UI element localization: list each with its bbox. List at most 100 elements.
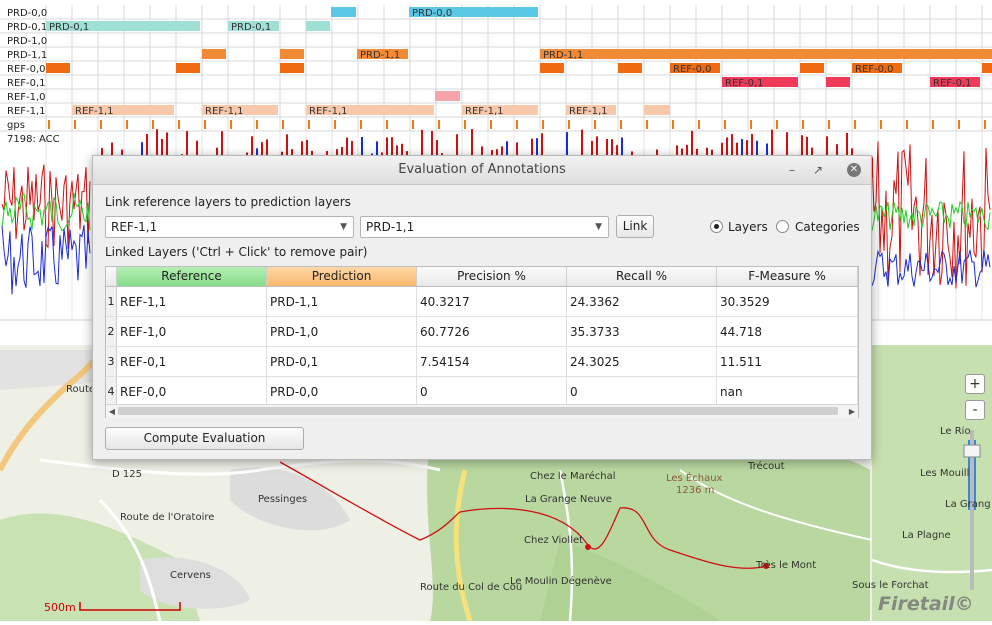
annotation-segment[interactable] xyxy=(46,21,200,31)
row-number[interactable]: 4 xyxy=(106,377,117,407)
table-horizontal-scrollbar[interactable]: ◀ ▶ xyxy=(106,404,858,418)
annotation-segment[interactable] xyxy=(72,105,174,115)
table-cell-prediction[interactable]: PRD-1,0 xyxy=(267,317,417,347)
annotation-segment[interactable] xyxy=(202,105,278,115)
annotation-segment[interactable] xyxy=(826,77,850,87)
map-view[interactable]: Route D 125 Pessinges Route de l'Oratoire Ce… xyxy=(0,345,992,622)
annotation-segment[interactable] xyxy=(331,7,356,17)
acc-signal-line xyxy=(871,141,991,289)
table-cell-prediction[interactable]: PRD-0,0 xyxy=(267,377,417,407)
annotation-segment[interactable] xyxy=(280,49,304,59)
link-button[interactable]: Link xyxy=(616,215,654,238)
annotation-segment[interactable] xyxy=(462,105,538,115)
annotation-segment[interactable] xyxy=(46,63,70,73)
annotation-segment[interactable] xyxy=(722,77,798,87)
segment-label: PRD-0,1 xyxy=(49,22,89,33)
close-icon[interactable]: ✕ xyxy=(847,163,861,177)
table-cell-fmeasure[interactable]: nan xyxy=(717,377,858,407)
table-cell-prediction[interactable]: PRD-0,1 xyxy=(267,347,417,377)
gps-tick xyxy=(516,120,518,129)
annotation-segment[interactable] xyxy=(306,21,330,31)
annotation-segment[interactable] xyxy=(644,105,670,115)
column-header-recall[interactable]: Recall % xyxy=(567,267,717,287)
scrollbar-thumb[interactable] xyxy=(118,407,838,415)
map-place-label: La Plagne xyxy=(902,530,951,541)
table-cell-precision[interactable]: 40.3217 xyxy=(417,287,567,317)
annotation-segment[interactable] xyxy=(540,49,992,59)
gps-tick xyxy=(646,120,648,129)
annotation-segment[interactable] xyxy=(852,63,902,73)
zoom-in-button[interactable]: + xyxy=(965,374,985,394)
table-cell-precision[interactable]: 0 xyxy=(417,377,567,407)
table-cell-precision[interactable]: 60.7726 xyxy=(417,317,567,347)
scroll-left-icon[interactable]: ◀ xyxy=(108,407,116,416)
annotation-segment[interactable] xyxy=(176,63,200,73)
annotation-segment[interactable] xyxy=(540,63,564,73)
table-cell-reference[interactable]: REF-0,0 xyxy=(117,377,267,407)
segment-label: REF-0,0 xyxy=(855,64,894,75)
gps-tick xyxy=(204,120,206,129)
layers-radio[interactable] xyxy=(710,220,723,233)
annotation-segment[interactable] xyxy=(566,105,616,115)
annotation-segment[interactable] xyxy=(202,49,226,59)
categories-radio-label[interactable]: Categories xyxy=(795,220,860,234)
table-cell-fmeasure[interactable]: 11.511 xyxy=(717,347,858,377)
row-number[interactable]: 2 xyxy=(106,317,117,347)
categories-radio[interactable] xyxy=(776,220,789,233)
dialog-titlebar[interactable]: Evaluation of Annotations – ↗ ✕ xyxy=(93,156,871,185)
acc-bar xyxy=(871,158,873,177)
reference-layer-select[interactable]: REF-1,1 ▼ xyxy=(105,216,354,238)
column-header-precision[interactable]: Precision % xyxy=(417,267,567,287)
table-cell-precision[interactable]: 7.54154 xyxy=(417,347,567,377)
prediction-layer-select[interactable]: PRD-1,1 ▼ xyxy=(360,216,609,238)
scale-bar-label: 500m xyxy=(44,601,76,614)
linked-layers-table[interactable]: Reference Prediction Precision % Recall … xyxy=(105,266,859,418)
acc-bar xyxy=(221,131,223,177)
annotation-segment[interactable] xyxy=(670,63,720,73)
annotation-segment[interactable] xyxy=(800,63,824,73)
map-place-label: Les Mouill xyxy=(920,468,970,479)
table-cell-recall[interactable]: 24.3362 xyxy=(567,287,717,317)
table-cell-prediction[interactable]: PRD-1,1 xyxy=(267,287,417,317)
table-cell-fmeasure[interactable]: 30.3529 xyxy=(717,287,858,317)
layers-radio-label[interactable]: Layers xyxy=(728,220,768,234)
scroll-right-icon[interactable]: ▶ xyxy=(848,407,856,416)
annotation-segment[interactable] xyxy=(357,49,408,59)
table-cell-reference[interactable]: REF-1,0 xyxy=(117,317,267,347)
table-cell-reference[interactable]: REF-0,1 xyxy=(117,347,267,377)
zoom-out-button[interactable]: - xyxy=(965,400,985,420)
annotation-segment[interactable] xyxy=(618,63,642,73)
row-number[interactable]: 3 xyxy=(106,347,117,377)
map-canvas[interactable] xyxy=(0,345,992,622)
table-cell-recall[interactable]: 35.3733 xyxy=(567,317,717,347)
annotation-segment[interactable] xyxy=(228,21,279,31)
row-number[interactable]: 1 xyxy=(106,287,117,317)
minimize-icon[interactable]: – xyxy=(789,163,795,177)
compute-evaluation-button[interactable]: Compute Evaluation xyxy=(105,427,304,450)
map-place-label: Chez le Maréchal xyxy=(530,471,616,482)
table-cell-recall[interactable]: 0 xyxy=(567,377,717,407)
acc-track-label: 7198: ACC xyxy=(7,134,60,145)
annotation-segment[interactable] xyxy=(409,7,538,17)
table-cell-reference[interactable]: REF-1,1 xyxy=(117,287,267,317)
segment-label: PRD-0,1 xyxy=(231,22,271,33)
annotation-segment[interactable] xyxy=(280,63,304,73)
gps-tick xyxy=(464,120,466,129)
gps-tick xyxy=(828,120,830,129)
annotation-segment[interactable] xyxy=(982,63,992,73)
annotation-segment[interactable] xyxy=(435,91,460,101)
gps-tick xyxy=(880,120,882,129)
annotation-segment[interactable] xyxy=(930,77,980,87)
table-cell-recall[interactable]: 24.3025 xyxy=(567,347,717,377)
track-label: REF-1,0 xyxy=(7,92,46,103)
annotation-segment[interactable] xyxy=(306,105,434,115)
table-cell-fmeasure[interactable]: 44.718 xyxy=(717,317,858,347)
acc-bar xyxy=(156,129,158,177)
track-label: REF-0,1 xyxy=(7,78,46,89)
column-header-fmeasure[interactable]: F-Measure % xyxy=(717,267,858,287)
gps-tick xyxy=(74,120,76,129)
column-header-prediction[interactable]: Prediction xyxy=(267,267,417,287)
gps-tick xyxy=(906,120,908,129)
column-header-reference[interactable]: Reference xyxy=(117,267,267,287)
restore-icon[interactable]: ↗ xyxy=(812,163,824,177)
